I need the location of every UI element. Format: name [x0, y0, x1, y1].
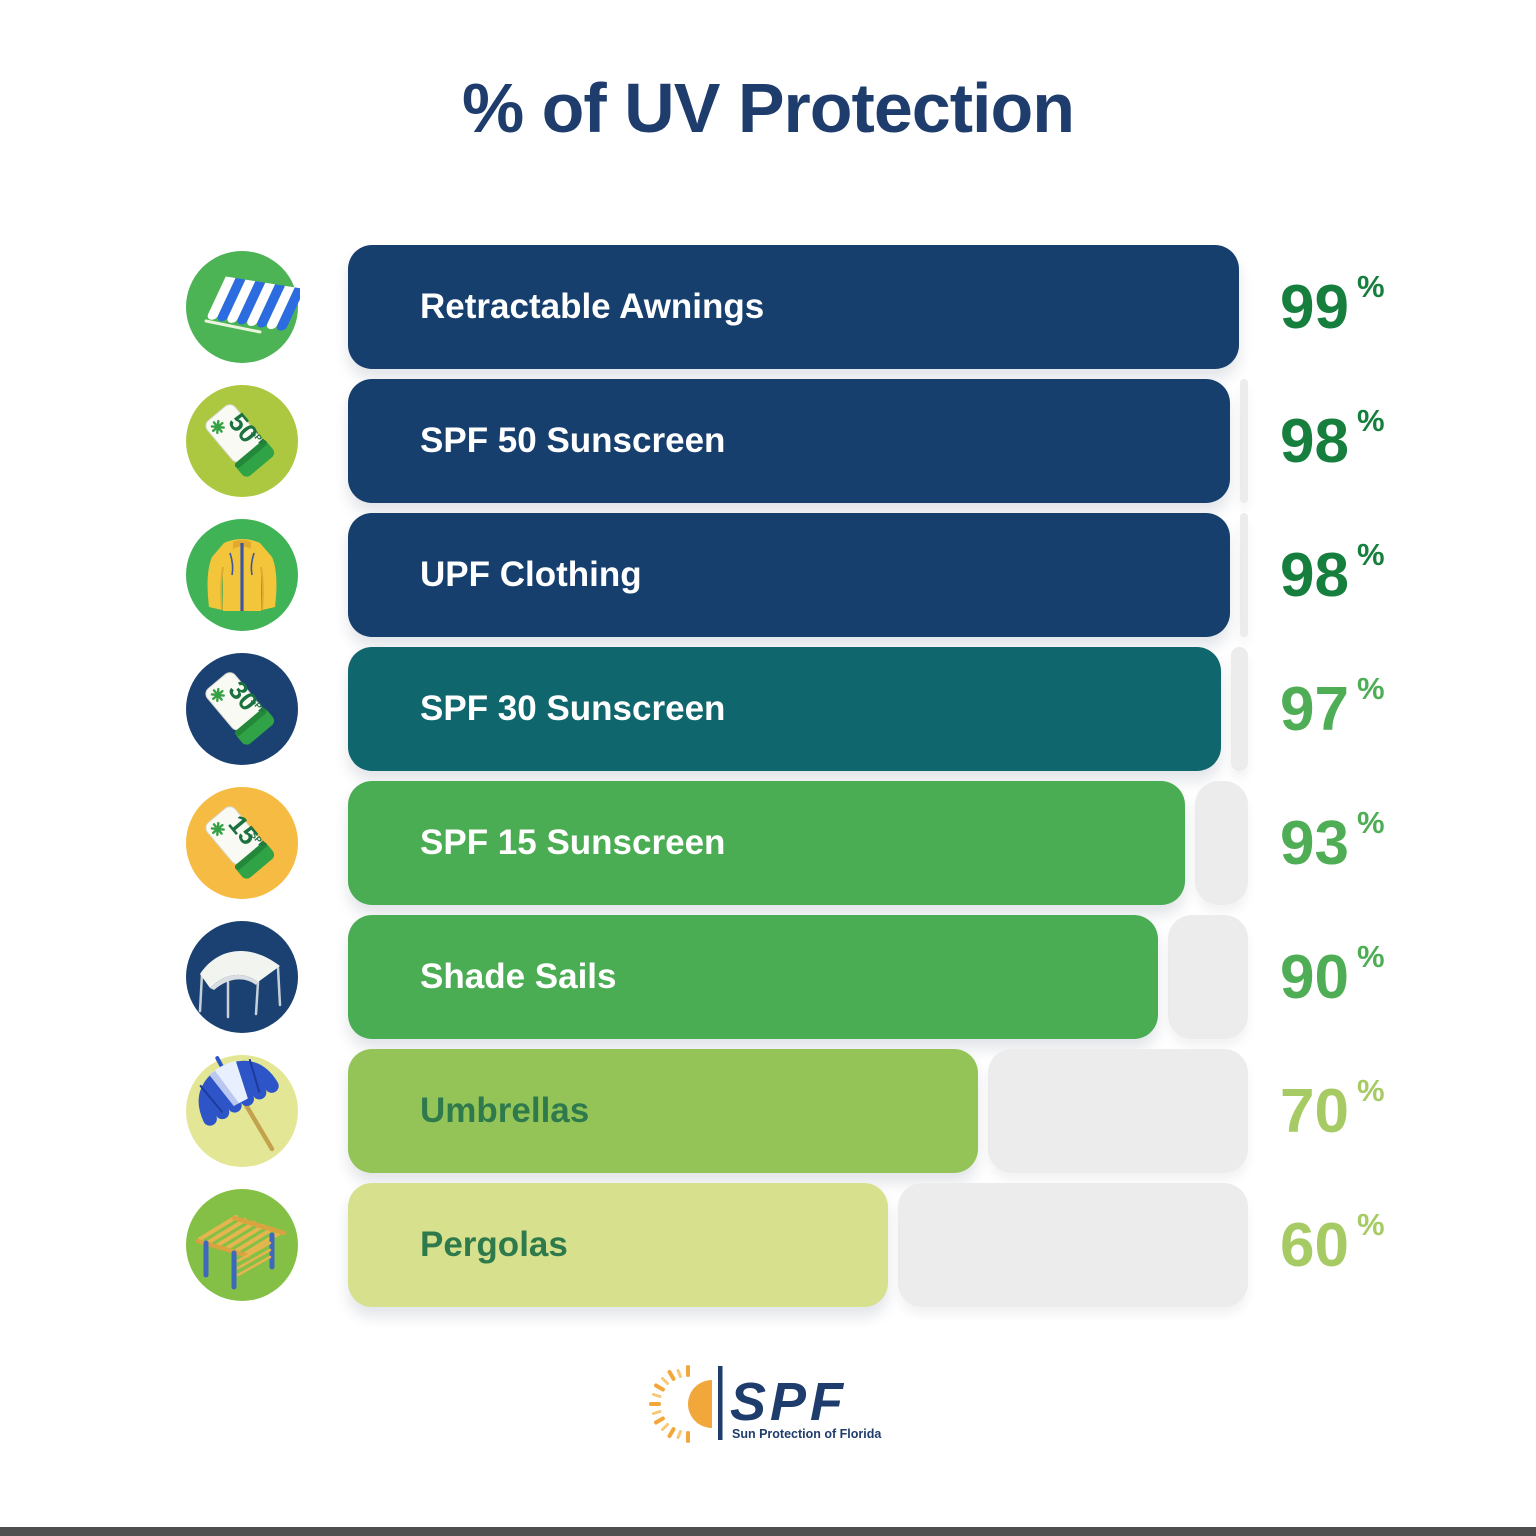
bar-track: SPF 50 Sunscreen: [348, 379, 1248, 503]
value-label: 99%: [1280, 269, 1385, 342]
awning-icon: [184, 249, 305, 365]
bar-track: SPF 15 Sunscreen: [348, 781, 1248, 905]
bar-label: SPF 50 Sunscreen: [420, 421, 726, 460]
bar-chart: Retractable Awnings 99% 50 SPF: [0, 245, 1536, 1307]
bar-track: Retractable Awnings: [348, 245, 1248, 369]
value-label: 93%: [1280, 805, 1385, 878]
bottom-border: [0, 1527, 1536, 1536]
bar-remainder: [1231, 647, 1248, 771]
bar-remainder: [1195, 781, 1248, 905]
spf-30-tube-icon: 30 SPF: [184, 651, 300, 767]
page-title: % of UV Protection: [461, 69, 1075, 147]
table-row: UPF Clothing 98%: [0, 513, 1536, 637]
value-label: 90%: [1280, 939, 1385, 1012]
bar-track: UPF Clothing: [348, 513, 1248, 637]
bar-label: UPF Clothing: [420, 555, 642, 594]
bar-fill: Shade Sails: [348, 915, 1158, 1039]
spf-15-tube-icon: 15 SPF: [184, 785, 300, 901]
bar-fill: UPF Clothing: [348, 513, 1230, 637]
shade-sail-icon: [184, 919, 300, 1035]
value-label: 60%: [1280, 1207, 1385, 1280]
bar-track: Pergolas: [348, 1183, 1248, 1307]
bar-label: SPF 30 Sunscreen: [420, 689, 726, 728]
table-row: 15 SPF SPF 15 Sunscreen 93%: [0, 781, 1536, 905]
bar-fill: Retractable Awnings: [348, 245, 1239, 369]
logo-divider: [718, 1366, 723, 1440]
table-row: 30 SPF SPF 30 Sunscreen 97%: [0, 647, 1536, 771]
bar-remainder: [1168, 915, 1248, 1039]
bar-label: Pergolas: [420, 1225, 568, 1264]
pergola-icon: [184, 1187, 300, 1303]
spf-50-tube-icon: 50 SPF: [184, 383, 300, 499]
table-row: Shade Sails 90%: [0, 915, 1536, 1039]
table-row: Umbrellas 70%: [0, 1049, 1536, 1173]
bar-remainder: [1240, 513, 1248, 637]
table-row: Pergolas 60%: [0, 1183, 1536, 1307]
bar-fill: SPF 30 Sunscreen: [348, 647, 1221, 771]
upf-clothing-icon: [184, 517, 300, 633]
sun-icon: [649, 1365, 712, 1443]
logo-tagline: Sun Protection of Florida: [732, 1427, 882, 1441]
logo-brand: SPF: [730, 1372, 847, 1432]
bar-track: Shade Sails: [348, 915, 1248, 1039]
table-row: Retractable Awnings 99%: [0, 245, 1536, 369]
bar-track: SPF 30 Sunscreen: [348, 647, 1248, 771]
bar-fill: Pergolas: [348, 1183, 888, 1307]
bar-label: Retractable Awnings: [420, 287, 765, 326]
bar-fill: SPF 15 Sunscreen: [348, 781, 1185, 905]
beach-umbrella-icon: [184, 1053, 300, 1169]
bar-remainder: [988, 1049, 1248, 1173]
bar-track: Umbrellas: [348, 1049, 1248, 1173]
table-row: 50 SPF SPF 50 Sunscreen 98%: [0, 379, 1536, 503]
bar-label: SPF 15 Sunscreen: [420, 823, 726, 862]
bar-remainder: [1240, 379, 1248, 503]
value-label: 98%: [1280, 537, 1385, 610]
bar-remainder: [898, 1183, 1248, 1307]
bar-label: Shade Sails: [420, 957, 617, 996]
value-label: 98%: [1280, 403, 1385, 476]
bar-fill: Umbrellas: [348, 1049, 978, 1173]
value-label: 97%: [1280, 671, 1385, 744]
spf-logo: SPF Sun Protection of Florida: [648, 1358, 888, 1459]
bar-label: Umbrellas: [420, 1091, 590, 1130]
value-label: 70%: [1280, 1073, 1385, 1146]
bar-fill: SPF 50 Sunscreen: [348, 379, 1230, 503]
